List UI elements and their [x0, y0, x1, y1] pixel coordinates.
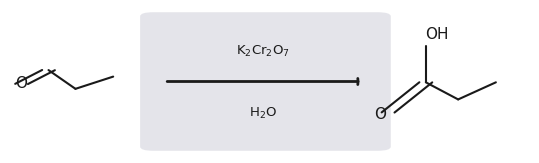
Text: K$_2$Cr$_2$O$_7$: K$_2$Cr$_2$O$_7$ — [236, 44, 290, 59]
Text: O: O — [374, 107, 386, 122]
FancyBboxPatch shape — [140, 12, 391, 151]
Text: H$_2$O: H$_2$O — [249, 106, 277, 121]
Text: O: O — [16, 76, 27, 91]
Text: OH: OH — [425, 27, 448, 42]
